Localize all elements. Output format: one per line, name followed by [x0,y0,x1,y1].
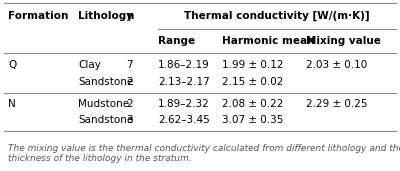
Text: 2.03 ± 0.10: 2.03 ± 0.10 [306,60,367,70]
Text: 2.13–2.17: 2.13–2.17 [158,77,210,87]
Text: Mudstone: Mudstone [78,99,129,109]
Text: N: N [8,99,16,109]
Text: Thermal conductivity [W/(m·K)]: Thermal conductivity [W/(m·K)] [184,11,370,21]
Text: 2.62–3.45: 2.62–3.45 [158,115,210,125]
Text: 1.89–2.32: 1.89–2.32 [158,99,210,109]
Text: Sandstone: Sandstone [78,115,133,125]
Text: 3: 3 [126,115,133,125]
Text: 1.99 ± 0.12: 1.99 ± 0.12 [222,60,284,70]
Text: 2.15 ± 0.02: 2.15 ± 0.02 [222,77,283,87]
Text: The mixing value is the thermal conductivity calculated from different lithology: The mixing value is the thermal conducti… [8,144,400,163]
Text: Lithology: Lithology [78,11,133,21]
Text: 2: 2 [126,77,133,87]
Text: Clay: Clay [78,60,101,70]
Text: 2.29 ± 0.25: 2.29 ± 0.25 [306,99,368,109]
Text: Range: Range [158,36,195,46]
Text: Q: Q [8,60,16,70]
Text: 2: 2 [126,99,133,109]
Text: Formation: Formation [8,11,68,21]
Text: Sandstone: Sandstone [78,77,133,87]
Text: 3.07 ± 0.35: 3.07 ± 0.35 [222,115,283,125]
Text: Mixing value: Mixing value [306,36,381,46]
Text: 1.86–2.19: 1.86–2.19 [158,60,210,70]
Text: 7: 7 [126,60,133,70]
Text: Harmonic mean: Harmonic mean [222,36,314,46]
Text: 2.08 ± 0.22: 2.08 ± 0.22 [222,99,283,109]
Text: n: n [126,11,133,21]
